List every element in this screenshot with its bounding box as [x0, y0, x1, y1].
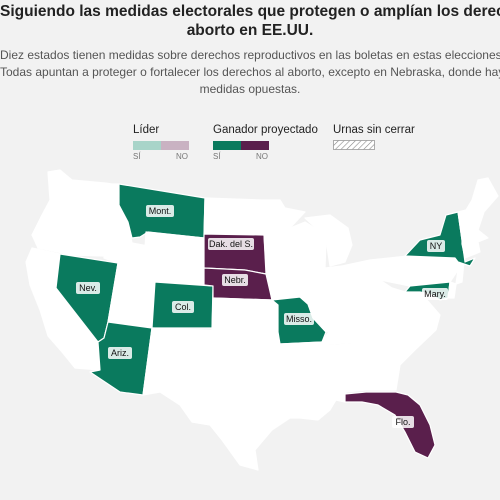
chart-subtitle: Diez estados tienen medidas sobre derech… [0, 47, 500, 98]
us-map: Mont. Dak. del S. Nebr. Nev. Col. Ariz. … [25, 169, 499, 471]
label-south-dakota: Dak. del S. [209, 239, 253, 249]
label-nebraska: Nebr. [224, 275, 246, 285]
state-michigan[interactable] [304, 214, 353, 267]
state-north-dakota[interactable] [203, 197, 265, 236]
state-florida[interactable] [344, 391, 436, 459]
chart-title: Siguiendo las medidas electorales que pr… [0, 2, 500, 40]
title-line-2: aborto en EE.UU. [186, 22, 314, 39]
legend-leader-no-label: NO [176, 152, 188, 161]
label-bg-mont [146, 205, 174, 217]
legend-pending-hatch-swatch [333, 140, 375, 150]
legend-leader-yes-label: SÍ [133, 152, 141, 161]
state-labels: Mont. Dak. del S. Nebr. Nev. Col. Ariz. … [76, 205, 448, 428]
legend-leader: Líder SÍ NO [133, 124, 189, 161]
label-bg-flo [392, 416, 414, 428]
label-bg-nebr [222, 274, 248, 286]
state-mississippi[interactable] [314, 344, 338, 411]
header: Siguiendo las medidas electorales que pr… [0, 2, 500, 98]
subtitle-line-1: Diez estados tienen medidas sobre derech… [0, 48, 500, 62]
legend-projected-yes-swatch [213, 141, 241, 150]
legend-projected-no-swatch [241, 141, 269, 150]
legend-projected-yes-label: SÍ [213, 152, 221, 161]
title-line-1: Siguiendo las medidas electorales que pr… [0, 3, 500, 20]
legend-pending: Urnas sin cerrar [333, 124, 415, 150]
legend: Líder SÍ NO Ganador proyectado SÍ NO Urn… [0, 124, 500, 164]
state-connecticut[interactable] [461, 241, 481, 259]
legend-leader-yes-swatch [133, 141, 161, 150]
state-texas[interactable] [159, 337, 291, 471]
legend-projected-title: Ganador proyectado [213, 124, 318, 136]
state-kansas[interactable] [211, 297, 279, 333]
legend-leader-title: Líder [133, 124, 160, 136]
label-maryland: Mary. [424, 289, 446, 299]
label-montana: Mont. [149, 206, 172, 216]
subtitle-line-3: medidas opuestas. [199, 82, 301, 96]
label-bg-dak [208, 238, 254, 250]
label-bg-mary [422, 288, 448, 300]
state-arkansas[interactable] [279, 341, 323, 381]
state-washington[interactable] [47, 169, 113, 217]
state-delaware[interactable] [447, 281, 457, 299]
label-florida: Flo. [395, 417, 410, 427]
legend-projected: Ganador proyectado SÍ NO [213, 124, 318, 161]
label-bg-ariz [108, 347, 132, 359]
label-arizona: Ariz. [111, 348, 129, 358]
state-new-mexico[interactable] [142, 327, 206, 396]
label-bg-nev [76, 282, 100, 294]
label-colorado: Col. [175, 302, 191, 312]
label-bg-misso [284, 313, 314, 325]
state-wyoming[interactable] [142, 231, 206, 286]
subtitle-line-2: Todas apuntan a proteger o fortalecer lo… [0, 65, 500, 79]
legend-pending-title: Urnas sin cerrar [333, 124, 415, 136]
legend-leader-no-swatch [161, 141, 189, 150]
state-north-carolina[interactable] [377, 314, 441, 351]
label-bg-col [172, 301, 194, 313]
legend-projected-no-label: NO [256, 152, 268, 161]
label-nevada: Nev. [79, 283, 97, 293]
state-georgia[interactable] [357, 340, 401, 391]
state-west-virginia[interactable] [359, 279, 406, 309]
label-bg-ny [427, 240, 445, 252]
label-missouri: Misso. [286, 314, 312, 324]
label-new-york: NY [430, 241, 443, 251]
state-maine[interactable] [471, 177, 499, 231]
